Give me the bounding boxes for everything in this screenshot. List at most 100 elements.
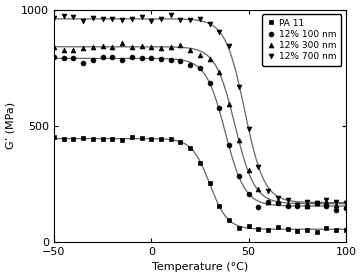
12% 700 nm <box>52 16 56 19</box>
12% 100 nm <box>188 63 192 66</box>
12% 300 nm <box>217 70 222 73</box>
Line: PA 11: PA 11 <box>51 134 348 234</box>
12% 300 nm <box>207 58 212 61</box>
12% 100 nm <box>169 59 173 62</box>
12% 300 nm <box>334 203 338 206</box>
12% 700 nm <box>334 200 338 203</box>
12% 100 nm <box>275 201 280 205</box>
12% 300 nm <box>91 46 95 49</box>
12% 100 nm <box>130 56 134 59</box>
12% 700 nm <box>91 16 95 20</box>
12% 300 nm <box>52 46 56 49</box>
PA 11 <box>159 137 163 141</box>
12% 300 nm <box>178 44 183 47</box>
PA 11 <box>275 225 280 229</box>
12% 700 nm <box>149 19 153 23</box>
12% 700 nm <box>344 201 348 204</box>
12% 300 nm <box>305 204 309 208</box>
PA 11 <box>334 228 338 231</box>
12% 100 nm <box>71 56 76 59</box>
12% 700 nm <box>81 19 85 22</box>
PA 11 <box>62 137 66 141</box>
12% 700 nm <box>139 15 144 19</box>
12% 300 nm <box>266 201 270 204</box>
PA 11 <box>81 136 85 140</box>
PA 11 <box>188 146 192 150</box>
12% 300 nm <box>315 202 319 205</box>
12% 100 nm <box>120 58 124 62</box>
12% 100 nm <box>237 174 241 178</box>
12% 300 nm <box>247 168 251 171</box>
12% 100 nm <box>139 56 144 59</box>
12% 100 nm <box>295 204 299 208</box>
12% 700 nm <box>266 189 270 192</box>
12% 300 nm <box>81 46 85 49</box>
PA 11 <box>149 138 153 141</box>
PA 11 <box>247 225 251 228</box>
12% 700 nm <box>275 197 280 200</box>
12% 300 nm <box>139 44 144 48</box>
12% 300 nm <box>295 202 299 205</box>
12% 700 nm <box>295 203 299 207</box>
PA 11 <box>266 228 270 231</box>
PA 11 <box>120 139 124 142</box>
PA 11 <box>315 230 319 234</box>
12% 100 nm <box>178 60 183 63</box>
12% 700 nm <box>305 201 309 204</box>
X-axis label: Temperature (°C): Temperature (°C) <box>152 262 248 272</box>
12% 100 nm <box>101 56 105 59</box>
12% 300 nm <box>159 46 163 50</box>
12% 100 nm <box>81 61 85 64</box>
12% 300 nm <box>285 202 290 206</box>
12% 700 nm <box>247 127 251 131</box>
12% 100 nm <box>62 56 66 60</box>
12% 100 nm <box>207 81 212 85</box>
12% 100 nm <box>266 200 270 204</box>
12% 700 nm <box>159 17 163 21</box>
12% 100 nm <box>198 66 202 70</box>
12% 300 nm <box>110 45 114 49</box>
12% 300 nm <box>120 41 124 45</box>
12% 300 nm <box>130 45 134 49</box>
12% 700 nm <box>130 18 134 21</box>
12% 300 nm <box>169 45 173 49</box>
12% 300 nm <box>275 200 280 203</box>
PA 11 <box>178 140 183 144</box>
12% 100 nm <box>149 56 153 59</box>
12% 700 nm <box>237 85 241 89</box>
Line: 12% 300 nm: 12% 300 nm <box>51 41 348 209</box>
PA 11 <box>110 137 114 140</box>
12% 300 nm <box>188 49 192 52</box>
PA 11 <box>305 228 309 231</box>
12% 700 nm <box>169 14 173 17</box>
12% 100 nm <box>52 55 56 58</box>
PA 11 <box>52 135 56 138</box>
12% 700 nm <box>207 22 212 25</box>
12% 300 nm <box>237 138 241 142</box>
12% 700 nm <box>227 44 231 48</box>
12% 100 nm <box>285 205 290 208</box>
12% 700 nm <box>71 15 76 19</box>
PA 11 <box>324 227 329 230</box>
12% 100 nm <box>344 206 348 209</box>
PA 11 <box>237 226 241 229</box>
12% 300 nm <box>324 200 329 204</box>
PA 11 <box>198 161 202 165</box>
12% 100 nm <box>324 204 329 207</box>
12% 300 nm <box>198 53 202 57</box>
12% 700 nm <box>256 166 261 169</box>
Legend: PA 11, 12% 100 nm, 12% 300 nm, 12% 700 nm: PA 11, 12% 100 nm, 12% 300 nm, 12% 700 n… <box>262 14 341 66</box>
PA 11 <box>139 136 144 140</box>
PA 11 <box>256 227 261 230</box>
PA 11 <box>101 137 105 140</box>
12% 100 nm <box>91 59 95 62</box>
12% 700 nm <box>101 18 105 21</box>
12% 700 nm <box>110 17 114 21</box>
12% 700 nm <box>324 198 329 202</box>
12% 100 nm <box>256 205 261 208</box>
12% 100 nm <box>305 205 309 208</box>
12% 100 nm <box>247 192 251 196</box>
12% 300 nm <box>62 48 66 51</box>
12% 100 nm <box>227 143 231 147</box>
12% 700 nm <box>62 14 66 18</box>
